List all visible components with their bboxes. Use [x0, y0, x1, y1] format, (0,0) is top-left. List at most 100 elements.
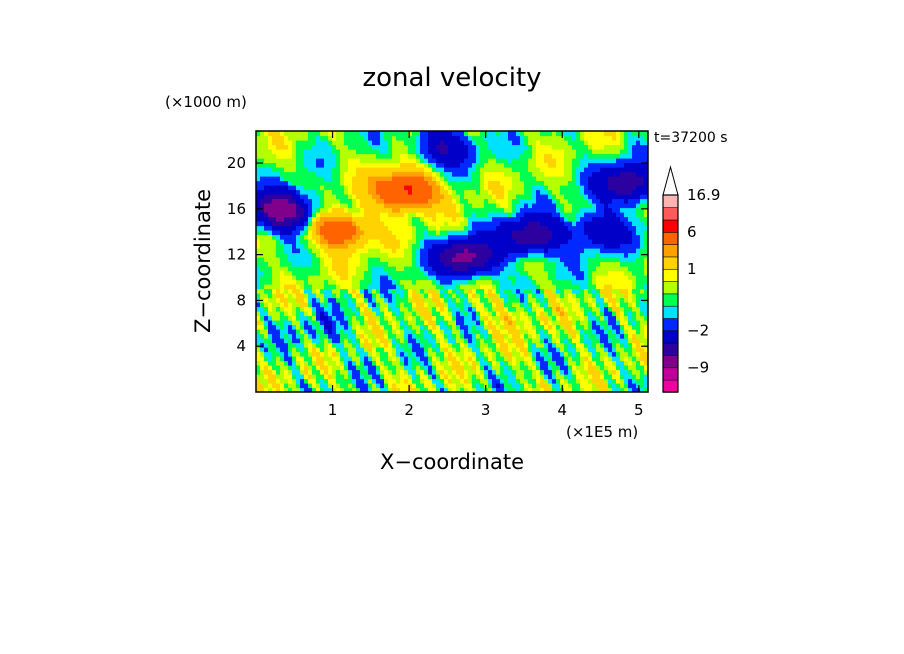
- heat-cell: [312, 279, 317, 285]
- heat-cell: [524, 185, 529, 191]
- heat-cell: [580, 203, 585, 209]
- heat-cell: [280, 333, 285, 339]
- heat-cell: [360, 140, 365, 146]
- heat-cell: [332, 275, 337, 281]
- heat-cell: [260, 135, 265, 141]
- heat-cell: [520, 189, 525, 195]
- heat-cell: [440, 383, 445, 389]
- heat-cell: [456, 356, 461, 362]
- heat-cell: [304, 306, 309, 312]
- heat-cell: [572, 239, 577, 245]
- heat-cell: [580, 135, 585, 141]
- heat-cell: [480, 171, 485, 177]
- heat-cell: [500, 293, 505, 299]
- heat-cell: [392, 198, 397, 204]
- heat-cell: [588, 387, 593, 392]
- heat-cell: [332, 189, 337, 195]
- heat-cell: [568, 252, 573, 258]
- heat-cell: [380, 306, 385, 312]
- heat-cell: [488, 275, 493, 281]
- heat-cell: [452, 293, 457, 299]
- heat-cell: [468, 279, 473, 285]
- heat-cell: [548, 311, 553, 317]
- heat-cell: [376, 185, 381, 191]
- heat-cell: [388, 230, 393, 236]
- heat-cell: [284, 225, 289, 231]
- heat-cell: [364, 279, 369, 285]
- heat-cell: [384, 311, 389, 317]
- heat-cell: [444, 320, 449, 326]
- heat-cell: [592, 207, 597, 213]
- heat-cell: [256, 239, 261, 245]
- heat-cell: [448, 333, 453, 339]
- heat-cell: [440, 378, 445, 384]
- heat-cell: [268, 333, 273, 339]
- heat-cell: [492, 369, 497, 375]
- heat-cell: [364, 216, 369, 222]
- heat-cell: [444, 135, 449, 141]
- heat-cell: [284, 185, 289, 191]
- heat-cell: [408, 261, 413, 267]
- heat-cell: [488, 158, 493, 164]
- heat-cell: [352, 189, 357, 195]
- heat-cell: [352, 234, 357, 240]
- heat-cell: [296, 239, 301, 245]
- heat-cell: [352, 365, 357, 371]
- heat-cell: [380, 180, 385, 186]
- heat-cell: [392, 329, 397, 335]
- heat-cell: [336, 221, 341, 227]
- heat-cell: [484, 153, 489, 159]
- heat-cell: [592, 284, 597, 290]
- heat-cell: [456, 144, 461, 150]
- heat-cell: [260, 311, 265, 317]
- heat-cell: [380, 333, 385, 339]
- heat-cell: [380, 167, 385, 173]
- heat-cell: [400, 342, 405, 348]
- heat-cell: [416, 248, 421, 254]
- heat-cell: [284, 365, 289, 371]
- heat-cell: [388, 248, 393, 254]
- heat-cell: [332, 374, 337, 380]
- heat-cell: [424, 279, 429, 285]
- heat-cell: [372, 320, 377, 326]
- heat-cell: [420, 239, 425, 245]
- heat-cell: [392, 144, 397, 150]
- heat-cell: [264, 153, 269, 159]
- heat-cell: [288, 342, 293, 348]
- heat-cell: [464, 239, 469, 245]
- heat-cell: [268, 149, 273, 155]
- heat-cell: [332, 378, 337, 384]
- heat-cell: [556, 306, 561, 312]
- heat-cell: [272, 333, 277, 339]
- heat-cell: [292, 329, 297, 335]
- heat-cell: [544, 135, 549, 141]
- heat-cell: [556, 374, 561, 380]
- heat-cell: [440, 149, 445, 155]
- heat-cell: [488, 378, 493, 384]
- heat-cell: [584, 338, 589, 344]
- heat-cell: [276, 261, 281, 267]
- heat-cell: [336, 320, 341, 326]
- heat-cell: [572, 306, 577, 312]
- heat-cell: [576, 351, 581, 357]
- heat-cell: [296, 315, 301, 321]
- heat-cell: [384, 315, 389, 321]
- heat-cell: [308, 387, 313, 392]
- heat-cell: [352, 180, 357, 186]
- heat-cell: [472, 167, 477, 173]
- heat-cell: [584, 140, 589, 146]
- heat-cell: [320, 374, 325, 380]
- heat-cell: [296, 221, 301, 227]
- heat-cell: [276, 378, 281, 384]
- heat-cell: [388, 275, 393, 281]
- heat-cell: [296, 225, 301, 231]
- heat-cell: [500, 342, 505, 348]
- heat-cell: [584, 144, 589, 150]
- heat-cell: [464, 293, 469, 299]
- heat-cell: [420, 320, 425, 326]
- heat-cell: [596, 374, 601, 380]
- heat-cell: [384, 252, 389, 258]
- heat-cell: [572, 221, 577, 227]
- heat-cell: [456, 311, 461, 317]
- heat-cell: [432, 234, 437, 240]
